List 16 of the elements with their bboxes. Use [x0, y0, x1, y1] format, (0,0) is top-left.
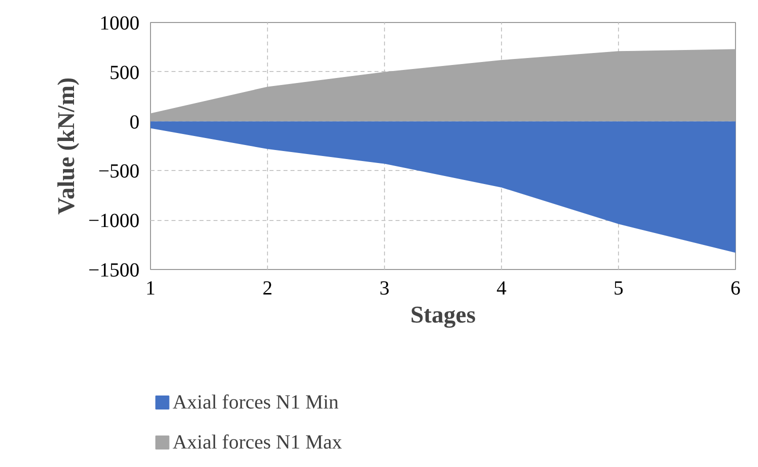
x-tick-label: 3	[380, 278, 390, 300]
y-tick-label: 0	[130, 111, 140, 134]
y-tick-label: 1000	[100, 12, 140, 34]
y-axis-title: Value (kN/m)	[54, 77, 80, 215]
x-tick-label: 2	[262, 278, 272, 300]
legend-label: Axial forces N1 Max	[172, 432, 342, 454]
x-tick-label: 5	[614, 278, 624, 300]
x-axis-title: Stages	[410, 302, 476, 328]
y-tick-label: −1000	[88, 210, 140, 232]
x-tick-label: 6	[730, 278, 740, 300]
legend-label: Axial forces N1 Min	[172, 392, 339, 414]
y-tick-label: 500	[110, 62, 140, 84]
y-tick-label: −1500	[88, 260, 140, 282]
x-tick-label: 1	[146, 278, 156, 300]
x-tick-label: 4	[496, 278, 506, 300]
y-tick-label: −500	[98, 160, 140, 183]
